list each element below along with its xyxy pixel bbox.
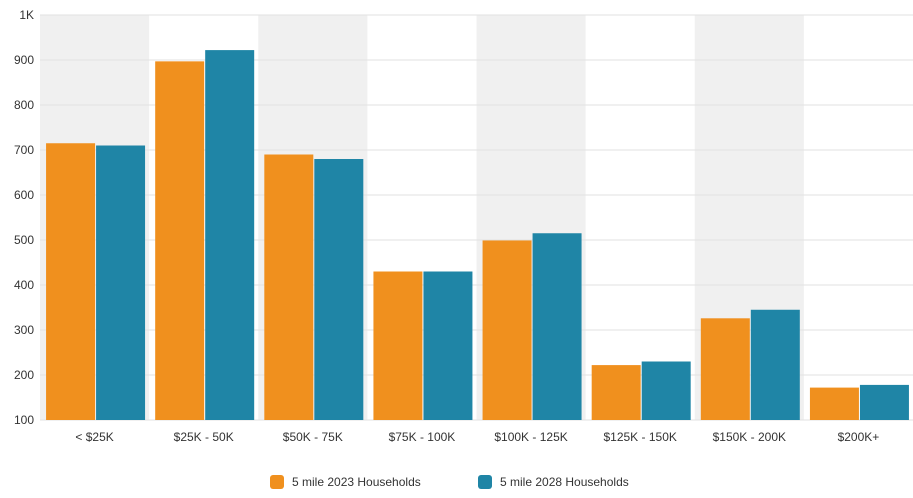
y-tick-label: 900 xyxy=(14,53,34,67)
bar[interactable] xyxy=(314,159,364,420)
bar[interactable] xyxy=(859,384,909,420)
legend-item[interactable]: 5 mile 2028 Households xyxy=(478,475,629,489)
legend-swatch xyxy=(270,475,284,489)
bar[interactable] xyxy=(205,50,255,420)
bar[interactable] xyxy=(532,233,582,420)
y-tick-label: 400 xyxy=(14,278,34,292)
y-tick-label: 200 xyxy=(14,368,34,382)
bar[interactable] xyxy=(641,361,691,421)
bar[interactable] xyxy=(700,318,750,420)
legend-item[interactable]: 5 mile 2023 Households xyxy=(270,475,421,489)
bar[interactable] xyxy=(591,365,641,420)
y-axis-ticks: 100 200 300 400 500 600 700 800 900 1K xyxy=(14,8,34,427)
y-tick-label: 500 xyxy=(14,233,34,247)
bar[interactable] xyxy=(809,387,859,420)
x-axis-ticks: < $25K $25K - 50K $50K - 75K $75K - 100K $10… xyxy=(75,430,879,444)
bar[interactable] xyxy=(423,271,473,421)
bar[interactable] xyxy=(155,61,205,420)
y-tick-label: 700 xyxy=(14,143,34,157)
bars xyxy=(46,50,909,420)
x-tick-label: $25K - 50K xyxy=(174,430,234,444)
bar[interactable] xyxy=(264,154,314,421)
x-tick-label: $100K - 125K xyxy=(494,430,567,444)
y-tick-label: 600 xyxy=(14,188,34,202)
bar[interactable] xyxy=(482,240,532,420)
x-tick-label: $50K - 75K xyxy=(283,430,343,444)
bar[interactable] xyxy=(46,143,96,420)
legend-swatch xyxy=(478,475,492,489)
y-tick-label: 100 xyxy=(14,413,34,427)
legend: 5 mile 2023 Households 5 mile 2028 Househ… xyxy=(270,475,629,489)
legend-label: 5 mile 2023 Households xyxy=(292,475,421,489)
x-tick-label: < $25K xyxy=(75,430,113,444)
y-tick-label: 1K xyxy=(19,8,34,22)
bar[interactable] xyxy=(96,145,146,421)
y-tick-label: 300 xyxy=(14,323,34,337)
bar[interactable] xyxy=(373,271,423,421)
y-tick-label: 800 xyxy=(14,98,34,112)
x-tick-label: $200K+ xyxy=(838,430,880,444)
x-tick-label: $75K - 100K xyxy=(389,430,456,444)
legend-label: 5 mile 2028 Households xyxy=(500,475,629,489)
x-tick-label: $125K - 150K xyxy=(603,430,676,444)
x-tick-label: $150K - 200K xyxy=(713,430,786,444)
bar[interactable] xyxy=(750,309,800,420)
